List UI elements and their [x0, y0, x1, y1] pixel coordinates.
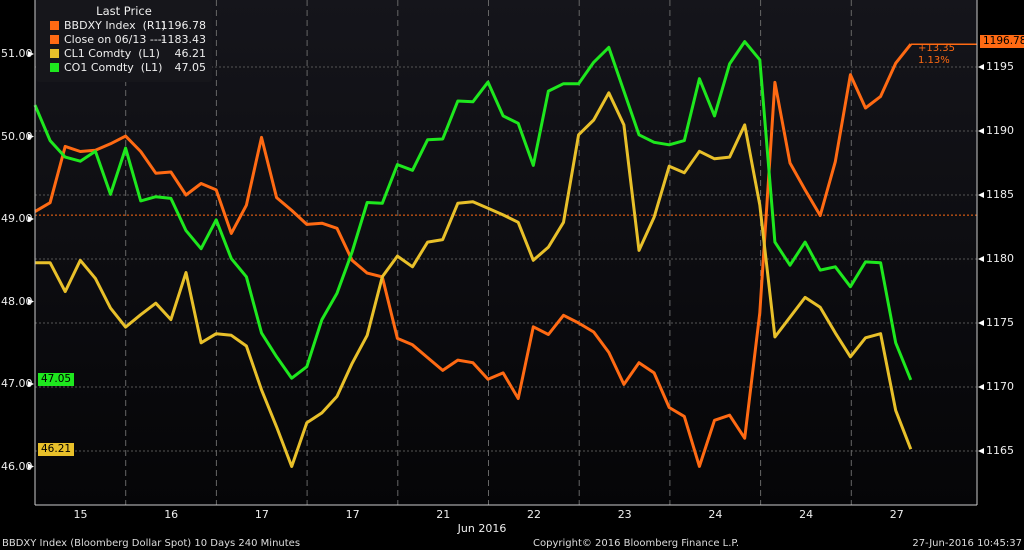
legend-value: 1183.43 — [160, 33, 207, 46]
legend-label: CO1 Comdty (L1) — [64, 61, 163, 74]
legend-item-close[interactable]: Close on 06/13 ---- 1183.43 — [50, 33, 206, 47]
legend-swatch — [50, 49, 59, 58]
plot-area — [35, 0, 977, 505]
right-tick-marker — [978, 192, 984, 198]
legend-swatch — [50, 21, 59, 30]
right-tick-marker — [978, 64, 984, 70]
footer-timestamp: 27-Jun-2016 10:45:37 — [912, 538, 1022, 549]
legend-title: Last Price — [96, 4, 152, 18]
legend-label: BBDXY Index (R1) — [64, 19, 166, 32]
change-annotation: +13.35 — [918, 43, 956, 54]
x-axis-tick-label: 24 — [799, 508, 814, 521]
x-axis-tick-label: 17 — [345, 508, 360, 521]
right-tick-marker — [978, 320, 984, 326]
legend-item-co1[interactable]: CO1 Comdty (L1) 47.05 — [50, 61, 206, 75]
right-axis-tick-label: 1180 — [986, 252, 1014, 265]
left-tick-marker — [28, 463, 34, 470]
right-axis-tick-label: 1195 — [986, 60, 1014, 73]
footer-copyright: Copyright© 2016 Bloomberg Finance L.P. — [533, 538, 740, 549]
legend: Last Price BBDXY Index (R1) 1196.78 Clos… — [36, 0, 212, 82]
x-axis-tick-label: 27 — [889, 508, 904, 521]
left-tick-marker — [28, 133, 34, 140]
right-axis-tick-label: 1185 — [986, 188, 1014, 201]
right-axis-tick-label: 1170 — [986, 380, 1014, 393]
co1-last-price-badge: 47.05 — [38, 373, 75, 386]
legend-item-cl1[interactable]: CL1 Comdty (L1) 46.21 — [50, 47, 206, 61]
cl1-last-price-badge: 46.21 — [38, 443, 75, 456]
legend-value: 47.05 — [174, 61, 207, 74]
left-tick-marker — [28, 51, 34, 57]
x-axis-tick-label: 17 — [254, 508, 269, 521]
legend-label: Close on 06/13 ---- — [64, 33, 166, 46]
right-tick-marker — [978, 448, 984, 454]
legend-label: CL1 Comdty (L1) — [64, 47, 160, 60]
legend-swatch — [50, 35, 59, 44]
left-tick-marker — [28, 381, 34, 387]
legend-swatch — [50, 63, 59, 72]
left-axis-tick-label: 46.00 — [1, 459, 33, 473]
left-tick-marker — [28, 298, 34, 305]
legend-item-bbdxy[interactable]: BBDXY Index (R1) 1196.78 — [50, 19, 206, 33]
right-tick-marker — [978, 128, 984, 134]
left-axis-tick-label: 48.00 — [1, 294, 33, 308]
right-tick-marker — [978, 256, 984, 262]
right-axis-tick-label: 1190 — [986, 124, 1014, 137]
x-axis-tick-label: 24 — [708, 508, 723, 521]
left-axis-tick-label: 50.00 — [1, 129, 33, 143]
right-axis-tick-label: 1175 — [986, 316, 1014, 329]
left-axis-tick-label: 47.00 — [1, 377, 33, 390]
bbdxy-last-price-badge: 1196.78 — [980, 35, 1024, 48]
x-axis-tick-label: 15 — [73, 508, 88, 521]
series-line-cl1-comdty — [35, 91, 913, 468]
x-axis-tick-label: 16 — [164, 508, 179, 521]
series-line-co1-comdty — [33, 40, 913, 381]
x-axis-tick-label: 21 — [436, 508, 451, 521]
right-axis-tick-label: 1165 — [986, 444, 1014, 457]
x-axis-title: Jun 2016 — [457, 522, 507, 535]
x-axis-tick-label: 23 — [617, 508, 632, 521]
left-tick-marker — [28, 216, 34, 222]
x-axis-tick-label: 22 — [527, 508, 541, 521]
right-tick-marker — [978, 384, 984, 390]
change-pct-annotation: 1.13% — [918, 55, 950, 66]
left-axis-tick-label: 51.00 — [1, 47, 33, 60]
legend-value: 46.21 — [174, 47, 207, 60]
left-axis-tick-label: 49.00 — [1, 212, 33, 225]
legend-value: 1196.78 — [160, 19, 207, 32]
footer-security-description: BBDXY Index (Bloomberg Dollar Spot) 10 D… — [2, 538, 301, 549]
